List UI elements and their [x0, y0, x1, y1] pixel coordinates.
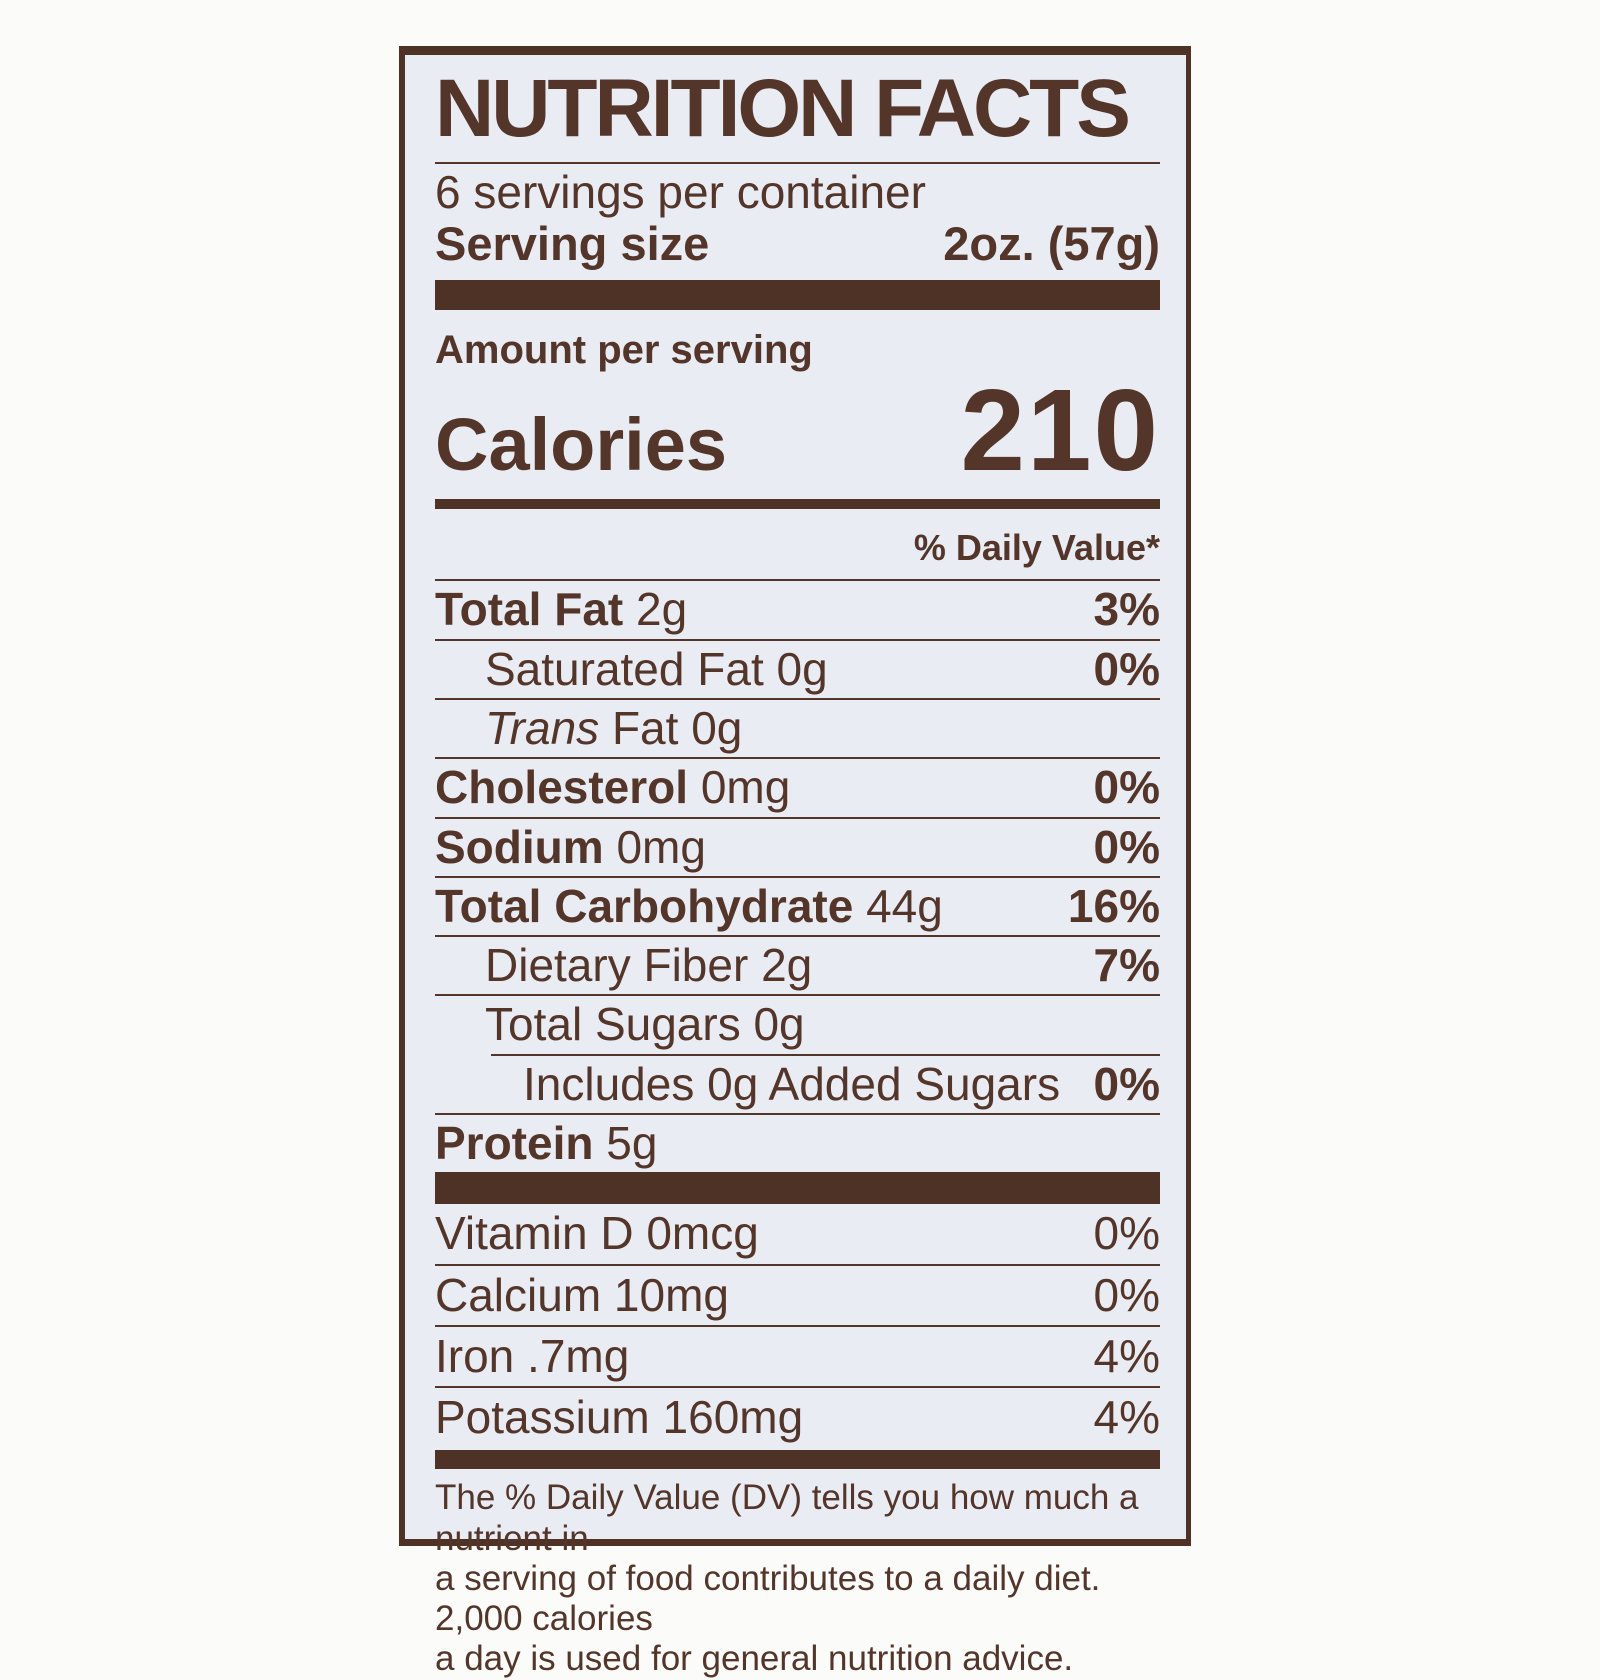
nutrient-row-total-carbohydrate: Total Carbohydrate 44g 16% — [435, 875, 1160, 935]
micronutrient-dv: 4% — [1093, 1391, 1160, 1444]
separator-bar — [435, 1172, 1160, 1205]
daily-value-header: % Daily Value* — [913, 527, 1160, 569]
micronutrient-dv: 0% — [1093, 1268, 1160, 1321]
micronutrient-row-calcium: Calcium 10mg 0% — [435, 1263, 1160, 1325]
micronutrient-row-iron: Iron .7mg 4% — [435, 1324, 1160, 1386]
micronutrient-dv: 0% — [1093, 1207, 1160, 1260]
calories-label: Calories — [435, 403, 728, 487]
footnote-line: a day is used for general nutrition advi… — [435, 1639, 1074, 1679]
nutrient-row-saturated-fat: Saturated Fat 0g 0% — [435, 638, 1160, 698]
nutrient-rows: Total Fat 2g 3% Saturated Fat 0g 0% Tran… — [435, 579, 1160, 1172]
nutrient-row-cholesterol: Cholesterol 0mg 0% — [435, 757, 1160, 816]
label-title: NUTRITION FACTS — [435, 63, 1131, 154]
micronutrient-name: Potassium 160mg — [435, 1391, 804, 1444]
separator-bar — [435, 280, 1160, 311]
nutrient-name: Trans — [485, 701, 600, 754]
micronutrient-rows: Vitamin D 0mcg 0% Calcium 10mg 0% Iron .… — [435, 1204, 1160, 1447]
nutrient-amount: Fat 0g — [599, 701, 743, 754]
nutrient-row-total-fat: Total Fat 2g 3% — [435, 579, 1160, 638]
nutrient-amount: 5g — [593, 1116, 658, 1169]
divider — [435, 161, 1160, 164]
nutrient-dv: 0% — [1093, 820, 1160, 873]
nutrient-amount: 44g — [853, 879, 943, 932]
nutrient-row-added-sugars: Includes 0g Added Sugars 0% — [435, 1056, 1160, 1113]
daily-value-footnote: The % Daily Value (DV) tells you how muc… — [435, 1478, 1160, 1679]
nutrient-amount: 0mg — [688, 761, 791, 814]
nutrient-row-total-sugars: Total Sugars 0g — [435, 994, 1160, 1053]
divider-medium — [435, 499, 1160, 510]
nutrient-row-protein: Protein 5g — [435, 1112, 1160, 1172]
nutrient-name: Protein — [435, 1116, 594, 1169]
nutrient-row-sodium: Sodium 0mg 0% — [435, 816, 1160, 876]
amount-per-serving: Amount per serving — [435, 328, 813, 373]
calories-value: 210 — [960, 365, 1160, 496]
nutrient-amount: 0mg — [603, 820, 706, 873]
nutrient-amount: Dietary Fiber 2g — [485, 939, 813, 992]
micronutrient-name: Vitamin D 0mcg — [435, 1207, 759, 1260]
micronutrient-dv: 4% — [1093, 1329, 1160, 1382]
footnote-line: a serving of food contributes to a daily… — [435, 1558, 1101, 1639]
nutrient-dv: 0% — [1093, 642, 1160, 695]
nutrition-facts-label: NUTRITION FACTS 6 servings per container… — [399, 46, 1191, 1678]
micronutrient-name: Iron .7mg — [435, 1329, 630, 1382]
nutrient-dv: 3% — [1093, 583, 1160, 636]
nutrient-name: Total Carbohydrate — [435, 879, 854, 932]
nutrient-row-trans-fat: Trans Fat 0g — [435, 697, 1160, 757]
calories-row: Calories 210 — [435, 372, 1160, 493]
nutrient-name: Sodium — [435, 820, 604, 873]
nutrient-name: Total Fat — [435, 583, 624, 636]
nutrient-amount: 2g — [623, 583, 688, 636]
serving-size-value: 2oz. (57g) — [943, 217, 1160, 271]
serving-size-label: Serving size — [435, 217, 710, 271]
nutrient-row-dietary-fiber: Dietary Fiber 2g 7% — [435, 935, 1160, 994]
nutrient-dv: 7% — [1093, 939, 1160, 992]
serving-size-row: Serving size 2oz. (57g) — [435, 218, 1160, 270]
nutrient-dv: 0% — [1093, 761, 1160, 814]
nutrient-amount: Total Sugars 0g — [485, 998, 805, 1051]
nutrient-name: Cholesterol — [435, 761, 689, 814]
servings-per-container: 6 servings per container — [435, 165, 926, 218]
footnote-line: The % Daily Value (DV) tells you how muc… — [435, 1478, 1139, 1558]
partial-divider — [491, 1053, 1160, 1056]
nutrient-dv: 0% — [1093, 1057, 1160, 1110]
nutrient-amount: Includes 0g Added Sugars — [523, 1057, 1061, 1110]
nutrient-dv: 16% — [1067, 879, 1160, 932]
micronutrient-row-vitamin-d: Vitamin D 0mcg 0% — [435, 1204, 1160, 1263]
micronutrient-row-potassium: Potassium 160mg 4% — [435, 1386, 1160, 1447]
separator-bar — [435, 1450, 1160, 1470]
nutrient-amount: Saturated Fat 0g — [485, 642, 828, 695]
micronutrient-name: Calcium 10mg — [435, 1268, 729, 1321]
